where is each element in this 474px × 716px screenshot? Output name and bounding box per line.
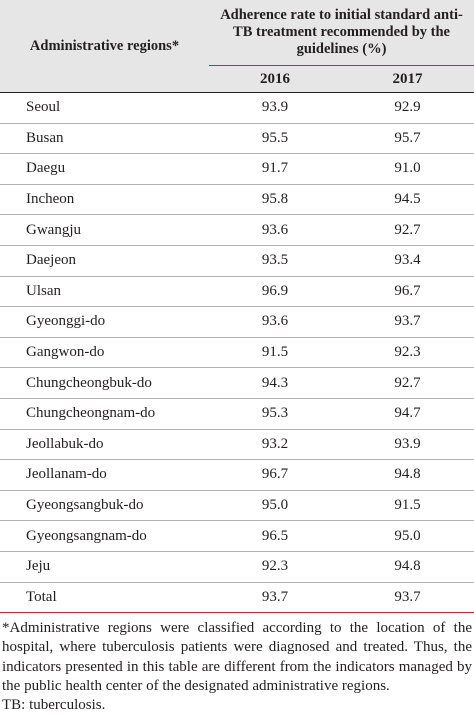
region-cell: Total	[0, 582, 209, 614]
value-2017-cell: 95.7	[341, 123, 474, 155]
table-row: Incheon 95.8 94.5	[0, 184, 474, 216]
footnote-note: *Administrative regions were classified …	[2, 620, 472, 694]
table-header: Administrative regions* Adherence rate t…	[0, 0, 474, 93]
region-cell: Busan	[0, 123, 209, 155]
value-2017-cell: 93.4	[341, 245, 474, 277]
region-cell: Seoul	[0, 92, 209, 124]
value-2016-cell: 93.7	[209, 582, 341, 614]
value-2016-cell: 95.3	[209, 398, 341, 430]
value-2016-cell: 95.0	[209, 490, 341, 522]
table-row: Gyeonggi-do 93.6 93.7	[0, 306, 474, 338]
value-2017-cell: 93.7	[341, 306, 474, 338]
year-header-2017: 2017	[341, 65, 474, 93]
table-row: Jeju 92.3 94.8	[0, 551, 474, 583]
value-2017-cell: 93.7	[341, 582, 474, 614]
value-2017-cell: 94.7	[341, 398, 474, 430]
value-2016-cell: 95.8	[209, 184, 341, 216]
region-cell: Chungcheongnam-do	[0, 398, 209, 430]
region-cell: Jeju	[0, 551, 209, 583]
region-cell: Incheon	[0, 184, 209, 216]
value-2017-cell: 94.8	[341, 459, 474, 491]
value-2017-cell: 92.7	[341, 214, 474, 246]
table-row: Jeollabuk-do 93.2 93.9	[0, 429, 474, 461]
region-cell: Gyeongsangnam-do	[0, 520, 209, 552]
region-cell: Gyeonggi-do	[0, 306, 209, 338]
region-cell: Gangwon-do	[0, 337, 209, 369]
region-cell: Gwangju	[0, 214, 209, 246]
table-row: Ulsan 96.9 96.7	[0, 276, 474, 308]
value-2016-cell: 96.7	[209, 459, 341, 491]
value-2017-cell: 92.3	[341, 337, 474, 369]
table-row: Gwangju 93.6 92.7	[0, 214, 474, 246]
total-row: Total 93.7 93.7	[0, 582, 474, 614]
value-2017-cell: 94.5	[341, 184, 474, 216]
value-2016-cell: 94.3	[209, 367, 341, 399]
value-2016-cell: 95.5	[209, 123, 341, 155]
value-2017-cell: 92.7	[341, 367, 474, 399]
value-2016-cell: 93.6	[209, 306, 341, 338]
value-2017-cell: 96.7	[341, 276, 474, 308]
value-2017-cell: 93.9	[341, 429, 474, 461]
table-row: Gangwon-do 91.5 92.3	[0, 337, 474, 369]
region-cell: Chungcheongbuk-do	[0, 367, 209, 399]
value-2017-cell: 92.9	[341, 92, 474, 124]
table-row: Jeollanam-do 96.7 94.8	[0, 459, 474, 491]
table-row: Daegu 91.7 91.0	[0, 153, 474, 185]
adherence-table-container: Administrative regions* Adherence rate t…	[0, 0, 474, 614]
value-2016-cell: 92.3	[209, 551, 341, 583]
value-2016-cell: 96.5	[209, 520, 341, 552]
value-2017-cell: 95.0	[341, 520, 474, 552]
region-cell: Gyeongsangbuk-do	[0, 490, 209, 522]
table-row: Seoul 93.9 92.9	[0, 92, 474, 124]
value-2017-cell: 94.8	[341, 551, 474, 583]
region-cell: Ulsan	[0, 276, 209, 308]
table-row: Chungcheongnam-do 95.3 94.7	[0, 398, 474, 430]
value-2016-cell: 91.5	[209, 337, 341, 369]
region-cell: Jeollabuk-do	[0, 429, 209, 461]
region-cell: Daegu	[0, 153, 209, 185]
table-row: Busan 95.5 95.7	[0, 123, 474, 155]
value-2016-cell: 96.9	[209, 276, 341, 308]
table-footnote: *Administrative regions were classified …	[0, 613, 474, 715]
adherence-rate-column-header: Adherence rate to initial standard anti-…	[209, 0, 474, 66]
value-2016-cell: 93.9	[209, 92, 341, 124]
value-2017-cell: 91.0	[341, 153, 474, 185]
table-row: Chungcheongbuk-do 94.3 92.7	[0, 367, 474, 399]
region-column-header: Administrative regions*	[0, 0, 209, 93]
region-cell: Daejeon	[0, 245, 209, 277]
adherence-table: Administrative regions* Adherence rate t…	[0, 0, 474, 614]
year-header-2016: 2016	[209, 65, 341, 93]
table-row: Gyeongsangbuk-do 95.0 91.5	[0, 490, 474, 522]
footnote-abbreviation: TB: tuberculosis.	[2, 697, 106, 714]
value-2016-cell: 93.2	[209, 429, 341, 461]
table-row: Gyeongsangnam-do 96.5 95.0	[0, 520, 474, 552]
value-2016-cell: 91.7	[209, 153, 341, 185]
value-2016-cell: 93.6	[209, 214, 341, 246]
table-row: Daejeon 93.5 93.4	[0, 245, 474, 277]
value-2017-cell: 91.5	[341, 490, 474, 522]
value-2016-cell: 93.5	[209, 245, 341, 277]
table-body: Seoul 93.9 92.9 Busan 95.5 95.7 Daegu 91.7 91.0 I…	[0, 92, 474, 614]
region-cell: Jeollanam-do	[0, 459, 209, 491]
